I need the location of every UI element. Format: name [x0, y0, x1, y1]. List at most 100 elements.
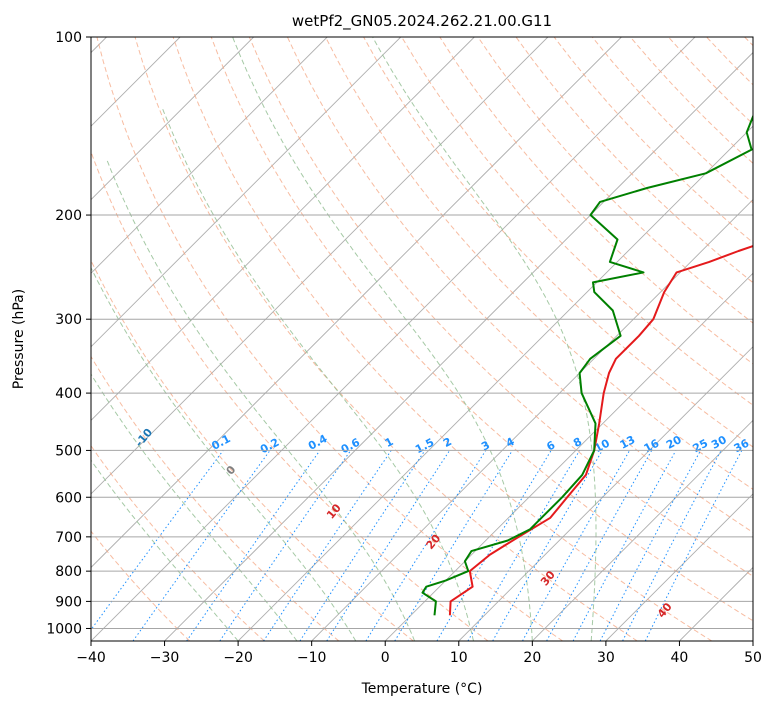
mixing-ratio-line	[186, 450, 321, 641]
isotherm-line	[91, 37, 549, 495]
y-tick-label: 100	[55, 30, 82, 46]
y-tick-label: 1000	[46, 621, 82, 637]
mixing-ratio-line	[219, 450, 352, 641]
mixing-ratio-label: 0.6	[339, 436, 363, 457]
isotherm-line	[605, 493, 753, 641]
isotherm-line	[752, 640, 753, 641]
y-tick-label: 400	[55, 386, 82, 402]
x-tick-label: −40	[76, 650, 106, 666]
mixing-ratio-line	[599, 450, 702, 641]
dry-adiabat-lines	[91, 37, 753, 641]
dry-adiabat-line	[172, 37, 713, 641]
isotherm-line	[679, 566, 753, 641]
mixing-ratio-line	[436, 450, 552, 641]
isotherm-line	[532, 419, 753, 641]
mixing-ratio-line	[622, 450, 722, 641]
dry-adiabat-line	[668, 37, 753, 125]
y-axis-label: Pressure (hPa)	[11, 289, 27, 389]
mixing-ratio-label: 16	[642, 436, 662, 455]
dry-adiabat-line	[553, 37, 753, 244]
mixing-ratio-label: 1.5	[413, 436, 436, 457]
isotherm-line	[91, 37, 622, 569]
dry-adiabat-line	[91, 259, 414, 641]
mixing-ratio-label: 36	[732, 436, 752, 455]
mixing-ratio-line	[467, 450, 581, 641]
dry-adiabat-line	[515, 37, 753, 284]
moist-adiabat-line	[91, 459, 239, 641]
moist-adiabat-line	[372, 37, 597, 641]
x-tick-label: 30	[597, 650, 615, 666]
dry-adiabat-line	[210, 37, 753, 622]
dry-adiabat-line	[96, 37, 563, 641]
mixing-ratio-line	[299, 450, 426, 641]
mixing-ratio-line	[522, 450, 631, 641]
dry-adiabat-line	[91, 150, 489, 641]
y-axis-ticks: 100 200 300 400 500 600 700 800 900 1000	[46, 30, 91, 637]
mixing-ratio-label: 20	[664, 433, 684, 452]
x-tick-label: 20	[523, 650, 541, 666]
mixing-ratio-label: 0.4	[306, 432, 330, 453]
x-tick-label: −30	[150, 650, 180, 666]
y-tick-label: 600	[55, 490, 82, 506]
y-tick-label: 700	[55, 530, 82, 546]
dry-adiabat-line	[325, 37, 753, 490]
isotherm-line	[91, 37, 328, 274]
isotherm-line	[237, 125, 753, 641]
y-tick-label: 500	[55, 443, 82, 459]
isotherm-line	[91, 37, 402, 348]
mixing-ratio-label: 13	[618, 433, 638, 452]
mixing-ratio-line	[644, 450, 743, 641]
mixing-ratio-label: 2	[441, 435, 454, 450]
mixing-ratio-line	[394, 450, 513, 641]
isotherm-line	[164, 51, 753, 641]
x-axis-label: Temperature (°C)	[361, 681, 483, 697]
mixing-ratio-label: 25	[691, 437, 711, 456]
y-tick-label: 200	[55, 208, 82, 224]
plot-frame	[90, 36, 754, 642]
sounding-series	[421, 113, 753, 616]
mixing-ratio-label: 0.1	[209, 432, 232, 453]
isotherm-line	[91, 37, 181, 127]
dry-adiabat-line	[248, 37, 753, 577]
isotherm-lines	[91, 37, 753, 641]
dry-adiabat-line	[363, 37, 753, 448]
chart-title: wetPf2_GN05.2024.262.21.00.G11	[292, 12, 552, 31]
pressure-grid-lines	[91, 37, 753, 629]
mixing-ratio-line	[263, 450, 392, 641]
isotherm-line	[91, 37, 475, 421]
isotherm-line	[384, 272, 753, 641]
dry-adiabat-label: -10	[133, 426, 156, 450]
mixing-ratio-line	[572, 450, 677, 641]
mixing-ratio-line	[91, 450, 224, 631]
moist-adiabat-lines	[91, 37, 597, 641]
mixing-ratio-label: 30	[709, 433, 729, 452]
x-axis-ticks: −40 −30 −20 −10 0 10 20 30 40 50	[76, 641, 762, 666]
dry-adiabat-line	[134, 37, 638, 641]
moist-adiabat-line	[232, 37, 533, 641]
isotherm-line	[91, 37, 696, 641]
dewpoint-line	[421, 113, 753, 616]
mixing-ratio-label: 1	[383, 435, 396, 450]
moist-adiabat-line	[91, 266, 357, 641]
mixing-ratio-line	[326, 450, 451, 641]
isotherm-line	[91, 37, 254, 201]
x-tick-label: 0	[381, 650, 390, 666]
dry-adiabat-line	[91, 444, 265, 641]
dry-adiabat-label: 20	[423, 532, 443, 552]
dry-adiabat-line	[477, 37, 753, 324]
dry-adiabat-line	[91, 355, 340, 641]
x-tick-label: 10	[450, 650, 468, 666]
x-tick-label: −10	[297, 650, 327, 666]
mixing-ratio-label: 6	[545, 438, 558, 453]
y-tick-label: 900	[55, 594, 82, 610]
x-tick-label: 40	[671, 650, 689, 666]
isotherm-line	[311, 199, 753, 641]
y-tick-label: 300	[55, 312, 82, 328]
dry-adiabat-line	[91, 530, 191, 641]
moist-adiabat-line	[106, 160, 416, 641]
x-tick-label: −20	[223, 650, 253, 666]
dry-adiabat-line	[706, 37, 753, 86]
